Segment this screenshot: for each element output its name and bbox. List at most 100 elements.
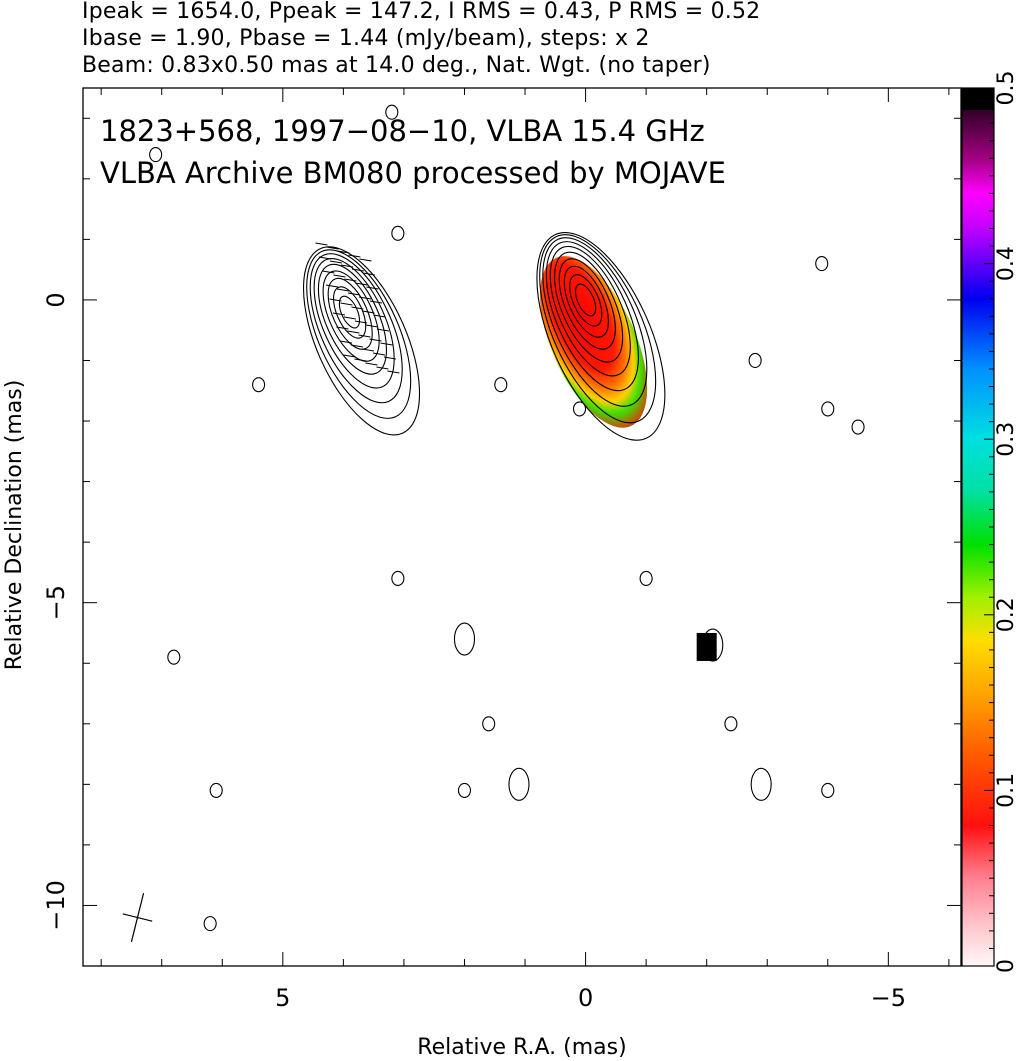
contour-core-level-2 (569, 274, 603, 327)
evpa-tick (333, 274, 346, 278)
evpa-tick (365, 324, 379, 328)
evpa-tick (322, 270, 335, 274)
evpa-tick (344, 278, 357, 282)
contour-core-level-10 (536, 232, 666, 441)
contour-layer (149, 104, 865, 932)
contour-core-level-6 (549, 245, 631, 377)
y-tick-label: 0 (42, 292, 70, 307)
colorbar (961, 87, 995, 967)
noise-contour (457, 782, 472, 798)
evpa-tick (358, 296, 372, 300)
contour-core-level-8 (542, 237, 648, 407)
contour-core-level-4 (558, 258, 616, 350)
noise-contour (639, 570, 653, 587)
source-annotation: 1823+568, 1997−08−10, VLBA 15.4 GHz (100, 114, 705, 148)
evpa-tick (361, 348, 375, 352)
noise-contour (815, 256, 829, 272)
noise-contour (209, 782, 223, 798)
evpa-tick (383, 356, 397, 360)
evpa-tick (351, 268, 365, 272)
evpa-tick (373, 314, 386, 318)
evpa-tick (369, 300, 383, 304)
archive-annotation: VLBA Archive BM080 processed by MOJAVE (100, 156, 726, 190)
beam-minor-axis (122, 913, 153, 922)
noise-contour (203, 916, 217, 932)
noise-contour (750, 767, 772, 801)
contour-jet-level-1 (338, 295, 361, 329)
evpa-tick (318, 256, 332, 260)
polarized-spot (696, 632, 717, 661)
colorbar-tick-label: 0.2 (994, 597, 1019, 632)
y-tick-label: −5 (42, 585, 70, 620)
evpa-tick (355, 282, 368, 286)
evpa-tick (359, 258, 372, 262)
evpa-tick (340, 264, 354, 268)
y-axis-label: Relative Declination (mas) (2, 380, 27, 671)
evpa-tick (325, 284, 339, 288)
contour-jet-level-7 (309, 253, 403, 404)
evpa-tick (337, 250, 350, 254)
x-axis-label: Relative R.A. (mas) (417, 1035, 626, 1060)
noise-contour (482, 716, 496, 732)
contour-core-level-1 (574, 283, 597, 317)
contour-jet-level-9 (302, 246, 421, 436)
colorbar-tick-label: 0.1 (994, 773, 1019, 808)
x-tick-label: 5 (275, 984, 290, 1012)
colorbar-tick-label: 0.4 (994, 246, 1019, 281)
polarization-intensity (539, 256, 648, 428)
noise-contour (508, 767, 530, 801)
evpa-tick (387, 370, 400, 374)
noise-contour (572, 401, 587, 417)
contour-core-level-9 (539, 234, 657, 424)
noise-contour (821, 782, 835, 798)
colorbar-top-band (962, 88, 994, 110)
noise-contour (252, 377, 266, 393)
header-line-base: Ibase = 1.90, Pbase = 1.44 (mJy/beam), s… (82, 26, 650, 51)
axis-ticks (83, 88, 961, 967)
contour-jet-level-2 (333, 286, 367, 339)
contour-jet-level-8 (306, 249, 412, 419)
colorbar-tick-label: 0.5 (994, 71, 1019, 106)
evpa-tick (340, 302, 353, 306)
evpa-tick (336, 326, 349, 330)
evpa-tick (326, 246, 339, 250)
evpa-tick (329, 260, 343, 264)
evpa-tick (332, 312, 346, 316)
evpa-tick (354, 320, 368, 324)
evpa-tick (376, 328, 390, 332)
plot-frame (82, 87, 962, 967)
evpa-tick (362, 272, 376, 276)
evpa-tick (347, 292, 361, 296)
contour-core-level-7 (545, 241, 639, 392)
beam-marker (122, 893, 153, 943)
header-line-beam: Beam: 0.83x0.50 mas at 14.0 deg., Nat. W… (82, 53, 711, 78)
contour-jet-level-4 (322, 270, 380, 362)
evpa-tick (351, 306, 364, 310)
noise-contour (167, 649, 181, 665)
noise-contour (385, 104, 399, 120)
evpa-tick (350, 344, 364, 348)
evpa-tick (365, 362, 378, 366)
evpa-tick (315, 242, 328, 246)
evpa-tick (372, 352, 386, 356)
noise-contour (851, 419, 865, 435)
noise-contour (453, 622, 476, 656)
evpa-tick (329, 298, 342, 302)
evpa-vectors (315, 242, 400, 374)
colorbar-tick-label: 0 (994, 959, 1019, 973)
evpa-tick (369, 338, 382, 342)
evpa-tick (343, 316, 357, 320)
contour-jet-level-3 (327, 277, 373, 350)
evpa-tick (348, 254, 361, 258)
x-tick-label: 0 (578, 984, 593, 1012)
evpa-tick (380, 342, 393, 346)
evpa-tick (339, 340, 353, 344)
contour-core-level-3 (563, 265, 609, 338)
noise-contour (724, 716, 738, 732)
evpa-tick (366, 286, 379, 290)
colorbar-ticks: 0 0.1 0.2 0.3 0.4 0.5 (984, 71, 1019, 973)
evpa-tick (358, 334, 371, 338)
evpa-tick (376, 366, 389, 370)
contour-jet-level-5 (317, 263, 388, 375)
